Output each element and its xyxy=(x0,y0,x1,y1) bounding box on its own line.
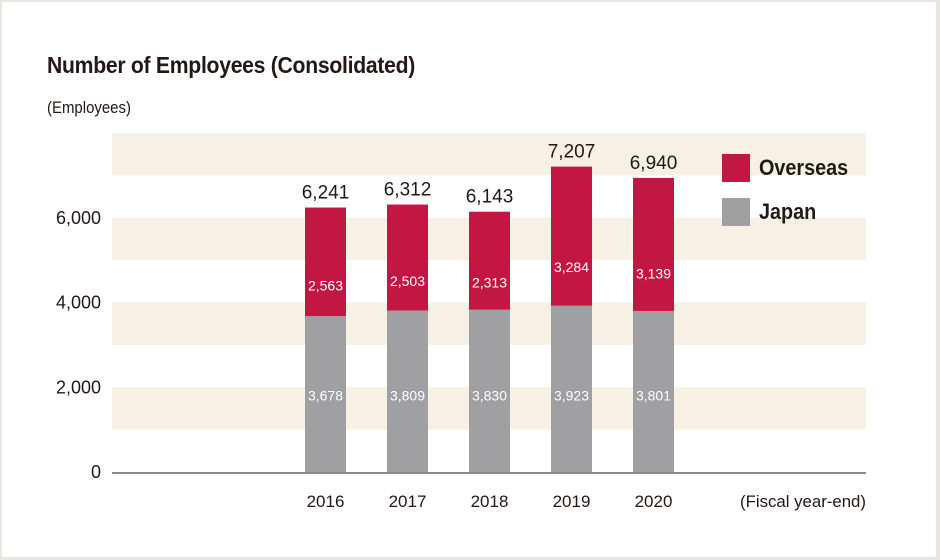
legend-label-japan: Japan xyxy=(759,199,817,224)
bar-total-label: 6,143 xyxy=(466,187,514,208)
legend-swatch-overseas xyxy=(722,154,750,182)
bar-segment-japan xyxy=(551,305,592,472)
x-tick-label: 2016 xyxy=(307,492,345,511)
y-tick-label: 6,000 xyxy=(56,208,101,228)
bar-value-label: 2,313 xyxy=(472,274,507,290)
bar-segment-japan xyxy=(633,310,674,472)
x-tick-label: 2017 xyxy=(389,492,427,511)
bar-segment-overseas xyxy=(551,166,592,306)
legend-swatch-japan xyxy=(722,198,750,226)
x-axis-ticks: 2016 2017 2018 2019 2020 xyxy=(307,492,673,511)
chart-title: Number of Employees (Consolidated) xyxy=(47,52,416,78)
bar-total-label: 6,241 xyxy=(302,183,350,204)
y-axis-ticks: 0 2,000 4,000 6,000 xyxy=(56,208,101,482)
legend-item-japan: Japan xyxy=(722,190,858,234)
bar-value-label: 3,284 xyxy=(554,259,589,275)
bar-value-label: 3,809 xyxy=(390,387,425,403)
bar-segment-overseas xyxy=(305,207,346,317)
bar-value-label: 2,503 xyxy=(390,273,425,289)
bar-value-label: 2,563 xyxy=(308,278,343,294)
bar-segment-overseas xyxy=(633,177,674,311)
y-tick-label: 0 xyxy=(91,462,101,482)
bar-total-label: 6,312 xyxy=(384,180,432,201)
bar-value-label: 3,923 xyxy=(554,387,589,403)
bar-segment-japan xyxy=(305,316,346,472)
legend: Overseas Japan xyxy=(722,146,858,234)
bar-segment-overseas xyxy=(469,211,510,310)
legend-item-overseas: Overseas xyxy=(722,146,858,190)
x-tick-label: 2019 xyxy=(553,492,591,511)
x-tick-label: 2018 xyxy=(471,492,509,511)
bar-value-label: 3,801 xyxy=(636,387,671,403)
bar-value-label: 3,830 xyxy=(472,387,507,403)
y-tick-label: 4,000 xyxy=(56,293,101,313)
bar-total-label: 6,940 xyxy=(630,153,678,174)
bar-value-label: 3,139 xyxy=(636,266,671,282)
bar-segment-japan xyxy=(469,309,510,472)
bar-segment-japan xyxy=(387,310,428,472)
bar-value-label: 3,678 xyxy=(308,387,343,403)
x-tick-label: 2020 xyxy=(635,492,673,511)
bar-total-label: 7,207 xyxy=(548,142,596,163)
bar-segment-overseas xyxy=(387,204,428,311)
y-tick-label: 2,000 xyxy=(56,377,101,397)
y-axis-unit-label: (Employees) xyxy=(47,98,131,117)
legend-label-overseas: Overseas xyxy=(759,155,849,180)
bars: 3,678 2,563 6,241 3,809 2,503 6,312 3,830 2,313… xyxy=(302,142,678,472)
x-axis-label: (Fiscal year-end) xyxy=(740,492,866,511)
